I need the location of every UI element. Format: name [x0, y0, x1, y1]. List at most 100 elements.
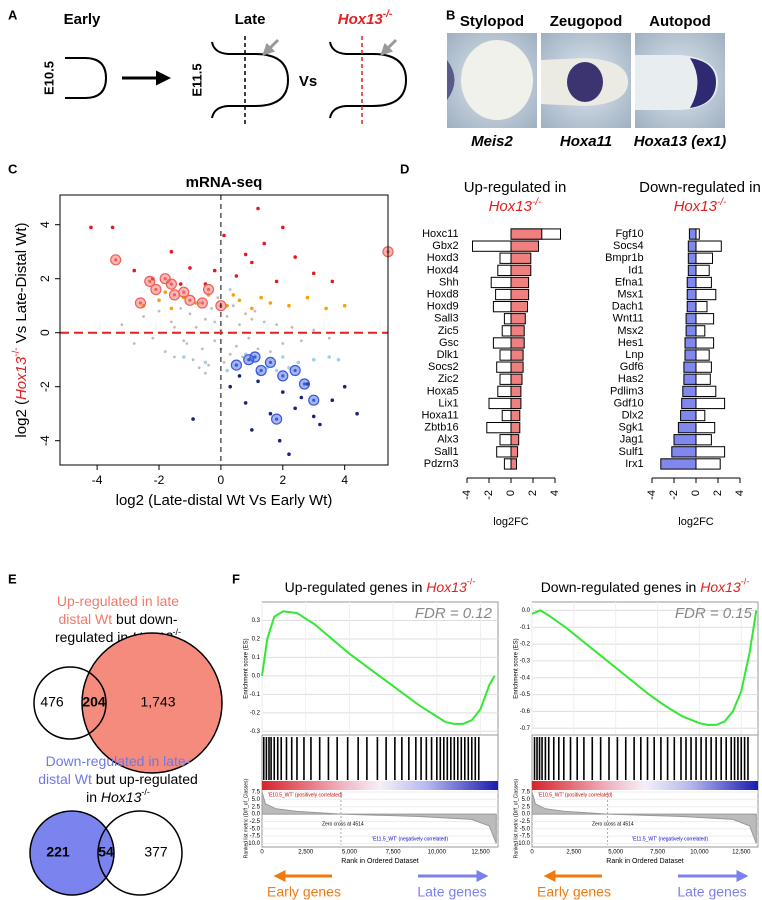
bar	[683, 373, 697, 385]
point	[287, 303, 291, 308]
x-tick-label: -2	[668, 490, 680, 500]
x-tick-label: 2	[279, 473, 286, 487]
point	[256, 379, 260, 384]
bar	[510, 434, 520, 446]
point	[312, 328, 316, 332]
x-tick-label: 7,500	[386, 850, 402, 856]
point	[250, 306, 254, 311]
bar	[671, 446, 697, 458]
category-label: Gdf6	[620, 361, 644, 373]
category-label: Msx1	[617, 288, 643, 300]
bar	[495, 288, 512, 301]
bar	[695, 276, 712, 289]
point	[210, 307, 214, 310]
y-axis-label: Enrichment score (ES)	[514, 638, 520, 698]
venn-circle	[33, 666, 107, 740]
point	[203, 360, 208, 365]
y-tick-label: -2.5	[520, 819, 531, 825]
title-part: Hox13	[426, 579, 467, 595]
venn-circle	[97, 810, 183, 896]
point	[200, 347, 204, 351]
stage: E11.5	[189, 63, 204, 96]
y-tick-label: 5.0	[252, 797, 261, 803]
x-tick-label: 7,500	[650, 850, 666, 856]
point	[188, 266, 192, 270]
bar	[488, 397, 512, 410]
x-axis-label: Rank in Ordered Dataset	[341, 858, 418, 865]
bar	[510, 276, 530, 289]
y-tick-label: -2.5	[250, 819, 261, 825]
bar	[695, 301, 708, 313]
point	[231, 304, 235, 308]
highlight-center	[247, 358, 251, 362]
category-label: Wnt11	[613, 313, 644, 325]
title-part: Vs Late-Distal Wt)	[13, 222, 30, 347]
category-label: Hoxd3	[427, 252, 459, 264]
point	[296, 360, 301, 365]
y-tick-label: -0.7	[520, 726, 531, 732]
point	[250, 428, 254, 432]
title-part: Hox13	[489, 198, 533, 215]
arrow-label: Early genes	[537, 884, 611, 900]
bar	[496, 361, 512, 373]
bar	[695, 409, 706, 422]
metric-label: 'E10.5_WT' (positively correlated)	[268, 792, 343, 798]
point	[259, 295, 263, 300]
point	[280, 390, 285, 394]
annotation: FDR = 0.15	[675, 605, 753, 622]
point	[163, 350, 167, 353]
title-part: Hox13	[700, 579, 741, 595]
bar	[503, 313, 512, 325]
chart-title: Hox13-/-	[674, 197, 727, 215]
bar	[492, 301, 512, 313]
point	[234, 274, 239, 278]
bar	[687, 252, 697, 264]
point	[305, 382, 310, 386]
venn-count: 1,743	[140, 694, 175, 710]
point	[330, 398, 335, 403]
point	[280, 225, 285, 230]
caption-part: -/-	[173, 627, 182, 637]
category-label: Hoxa5	[427, 385, 459, 397]
bar	[686, 288, 697, 301]
bar	[695, 422, 716, 434]
bar	[695, 373, 711, 385]
category-label: Bmpr1b	[605, 252, 644, 264]
x-tick-label: 12,500	[732, 850, 751, 856]
arrow-label: Late genes	[417, 884, 486, 900]
y-tick-label: 2.5	[522, 804, 531, 810]
point	[169, 249, 174, 254]
chart-title: mRNA-seq	[186, 174, 263, 191]
category-label: Dlk1	[437, 349, 459, 361]
column-title: Autopod	[649, 13, 711, 30]
y-tick-label: -0.2	[520, 642, 531, 648]
y-tick-label: 0.2	[252, 637, 261, 643]
caption-part: but up-regulated	[92, 771, 198, 787]
point	[197, 366, 201, 370]
y-tick-label: -2	[38, 381, 52, 392]
point	[222, 233, 226, 238]
rank-heatbar	[262, 781, 498, 790]
es-curve	[261, 610, 496, 725]
x-tick-label: 0	[690, 490, 702, 496]
category-label: Irx1	[625, 458, 643, 470]
arrow-label: Early genes	[267, 884, 341, 900]
category-label: Has2	[618, 373, 644, 385]
point	[336, 357, 341, 362]
x-tick-label: 2	[527, 490, 539, 496]
gene-label: Meis2	[471, 133, 513, 150]
venn-count: 54	[98, 844, 114, 860]
point	[191, 417, 195, 421]
point	[275, 323, 279, 326]
bar	[687, 240, 697, 252]
title-part: -/-	[741, 577, 750, 587]
point	[169, 320, 173, 324]
vs: Vs	[299, 73, 317, 90]
bar	[499, 373, 512, 385]
bar	[503, 458, 512, 470]
bar	[695, 337, 715, 349]
bar	[683, 361, 697, 373]
highlight-center	[206, 287, 211, 292]
highlight-center	[148, 279, 152, 283]
highlight-center	[188, 298, 192, 302]
